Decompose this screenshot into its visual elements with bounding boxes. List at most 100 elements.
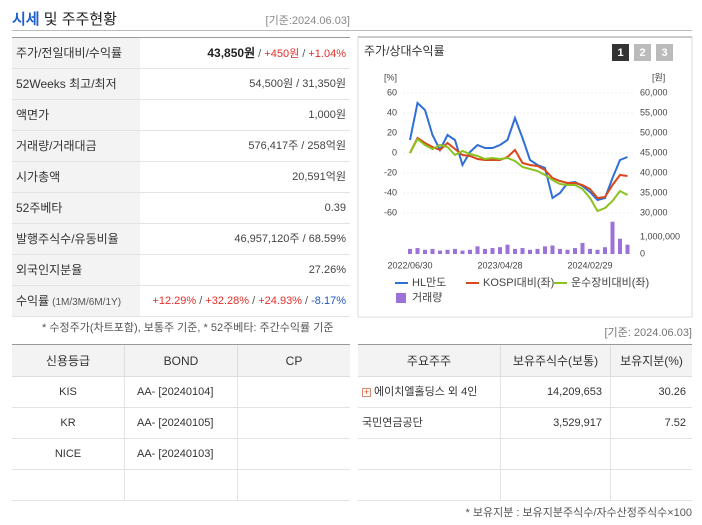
volume-tick-label: 0: [640, 248, 645, 258]
summary-top-rule: [12, 37, 350, 38]
summary-row: 52주베타 0.39: [12, 193, 350, 224]
volume-bar: [603, 247, 607, 254]
cell-text: AA- [20240103]: [137, 448, 214, 460]
summary-row: 외국인지분율 27.26%: [12, 255, 350, 286]
holders-date: [기준: 2024.06.03]: [604, 327, 692, 339]
volume-bar: [438, 250, 442, 254]
table-cell: [358, 470, 500, 501]
chart-tab[interactable]: [612, 44, 629, 61]
value-part: +1.04%: [308, 48, 346, 60]
y-tick-label: -20: [384, 167, 397, 177]
summary-row: 52Weeks 최고/최저 54,500원 / 31,350원: [12, 69, 350, 100]
y2-unit: [원]: [652, 72, 665, 82]
table-cell: [500, 439, 610, 470]
table-header: 보유주식수(보통): [500, 345, 610, 377]
volume-bar: [408, 248, 412, 254]
cell-text: KIS: [59, 386, 77, 398]
volume-bar: [558, 248, 562, 254]
cell-text: KR: [60, 417, 76, 429]
volume-bar: [475, 246, 480, 254]
table-cell: KIS: [12, 377, 124, 408]
volume-bar: [543, 246, 547, 254]
row-value: 54,500원 / 31,350원: [249, 69, 346, 99]
chart-tab-label[interactable]: 2: [639, 47, 645, 59]
table-cell: [500, 470, 610, 501]
table-cell: AA- [20240104]: [124, 377, 237, 408]
value-part: 0.39: [324, 202, 346, 214]
volume-bar: [483, 248, 487, 254]
y2-tick-label: 60,000: [640, 87, 668, 97]
table-header: 보유지분(%): [610, 345, 692, 377]
table-cell: [610, 470, 692, 501]
y2-tick-label: 30,000: [640, 207, 668, 217]
summary-row: 발행주식수/유동비율 46,957,120주 / 68.59%: [12, 224, 350, 255]
holders-note: * 보유지분 : 보유지분주식수/자수산정주식수×100: [465, 507, 693, 519]
header-date: [기준:2024.06.03]: [265, 15, 350, 27]
value-part: 43,850원: [207, 46, 256, 60]
table-cell: 14,209,653: [500, 377, 610, 408]
chart-title: 주가/상대수익률: [364, 44, 445, 58]
cell-text: 7.52: [664, 417, 686, 429]
label-text: 발행주식수/유동비율: [16, 232, 119, 246]
x-tick-label: 2024/02/29: [567, 260, 612, 270]
volume-bar: [588, 248, 592, 254]
y-tick-label: -60: [384, 207, 397, 217]
title-main: 시세: [12, 11, 40, 28]
table-top-rule: [12, 344, 350, 345]
summary-row: 액면가 1,000원: [12, 100, 350, 131]
table-cell: NICE: [12, 439, 124, 470]
summary-row: 시가총액 20,591억원: [12, 162, 350, 193]
volume-bar: [430, 248, 435, 254]
volume-bar: [573, 248, 577, 254]
chart-tab[interactable]: [656, 44, 673, 61]
cell-text: 국민연금공단: [362, 417, 423, 429]
cell-text: 14,209,653: [546, 386, 602, 398]
y-tick-label: 40: [387, 107, 397, 117]
table-cell: 국민연금공단: [358, 408, 500, 439]
volume-bar: [550, 245, 555, 254]
value-part: 20,591억원: [292, 171, 346, 183]
table-cell: [358, 439, 500, 470]
row-label: 52Weeks 최고/최저: [12, 69, 140, 99]
label-text: 거래량/거래대금: [16, 139, 97, 153]
table-header: 주요주주: [358, 345, 500, 377]
value-part: /: [196, 295, 206, 307]
table-cell: [237, 377, 350, 408]
value-part: 27.26%: [308, 264, 346, 276]
chart-tab-label[interactable]: 3: [661, 47, 667, 59]
value-part: 46,957,120주 / 68.59%: [234, 233, 346, 245]
volume-bar: [423, 249, 427, 254]
row-value: 43,850원 / +450원 / +1.04%: [207, 38, 346, 68]
volume-bar: [610, 221, 615, 254]
row-value: 27.26%: [309, 255, 346, 285]
chart-tab-label[interactable]: 1: [617, 47, 623, 59]
row-label: 주가/전일대비/수익률: [12, 38, 140, 68]
volume-bar: [453, 248, 457, 254]
row-label: 외국인지분율: [12, 255, 140, 285]
table-header: CP: [237, 345, 350, 377]
series-line: [409, 136, 628, 200]
summary-row: 주가/전일대비/수익률 43,850원 / +450원 / +1.04%: [12, 38, 350, 69]
volume-bar: [513, 248, 517, 254]
row-label: 발행주식수/유동비율: [12, 224, 140, 254]
table-cell: [237, 470, 350, 501]
legend-label: 운수장비대비(좌): [571, 276, 649, 289]
legend-label: HL만도: [412, 276, 446, 289]
table-header: BOND: [124, 345, 237, 377]
page-title: 시세 및 주주현황: [12, 8, 117, 29]
chart-tab[interactable]: [634, 44, 651, 61]
table-header: 신용등급: [12, 345, 124, 377]
row-value: 20,591억원: [292, 162, 346, 192]
volume-bar: [490, 248, 495, 254]
table-cell: [237, 408, 350, 439]
x-tick-label: 2023/04/28: [477, 260, 522, 270]
y-tick-label: 20: [387, 127, 397, 137]
row-value: 1,000원: [308, 100, 346, 130]
y2-tick-label: 35,000: [640, 187, 668, 197]
label-note: (1M/3M/6M/1Y): [52, 297, 122, 308]
legend-swatch: [396, 293, 406, 303]
label-text: 수익률: [16, 294, 50, 308]
table-cell: 7.52: [610, 408, 692, 439]
y-tick-label: 0: [392, 147, 397, 157]
volume-bar: [625, 244, 630, 254]
